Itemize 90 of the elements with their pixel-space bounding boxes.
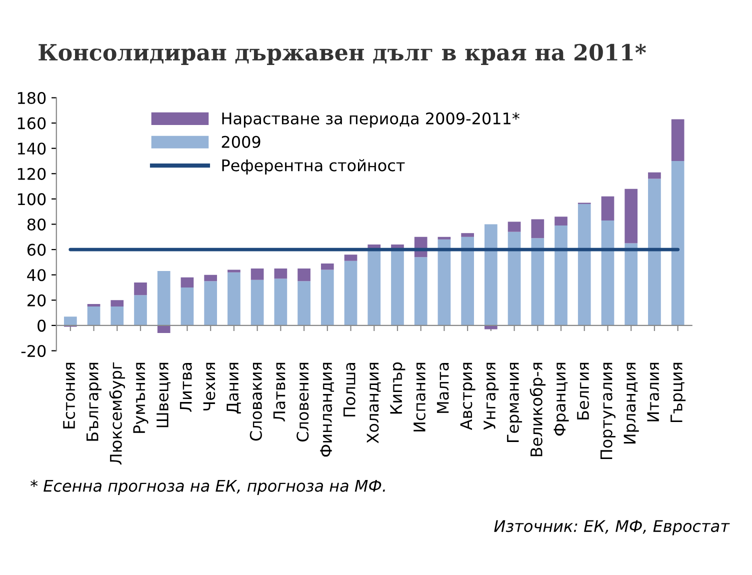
- x-tick-label: Австрия: [460, 362, 476, 430]
- bar: [64, 316, 77, 326]
- x-tick-label: Люксембург: [109, 362, 126, 465]
- x-tick-label: Гърция: [670, 362, 686, 422]
- bar: [554, 216, 568, 226]
- bar: [274, 278, 288, 326]
- x-tick-label: Испания: [414, 362, 426, 432]
- x-tick-label: Италия: [647, 362, 660, 422]
- x-tick-label: Финландия: [320, 362, 334, 457]
- bar: [461, 236, 474, 326]
- x-tick-label: Словения: [296, 362, 309, 442]
- bar: [578, 204, 591, 326]
- bar: [648, 172, 661, 179]
- bar: [601, 220, 614, 326]
- bar: [87, 304, 100, 306]
- bar: [298, 281, 310, 326]
- bar: [110, 300, 124, 306]
- bar: [134, 282, 147, 296]
- bar: [624, 188, 638, 244]
- bar: [320, 270, 334, 326]
- x-tick-label: Португалия: [600, 362, 616, 460]
- bar: [320, 263, 334, 270]
- bar: [531, 219, 544, 238]
- y-tick-label: 140: [18, 142, 46, 155]
- bar: [554, 226, 568, 326]
- y-tick-label: 40: [27, 269, 46, 282]
- bar: [648, 178, 661, 326]
- x-tick-label: Дания: [226, 362, 241, 414]
- bar: [624, 243, 638, 326]
- bar: [157, 271, 170, 326]
- bar: [508, 232, 521, 326]
- bar: [671, 119, 684, 161]
- x-tick-label: Франция: [554, 362, 569, 436]
- x-tick-label: Германия: [507, 362, 522, 442]
- bar: [228, 270, 240, 272]
- x-tick-label: Холандия: [366, 362, 381, 444]
- x-tick-label: Швеция: [156, 362, 170, 428]
- y-tick-label: 180: [18, 92, 46, 104]
- bar: [344, 254, 358, 261]
- x-tick-label: Великобр-я: [530, 362, 546, 456]
- bar: [671, 161, 684, 326]
- y-tick-label: 20: [28, 294, 46, 306]
- y-tick-label: 60: [27, 244, 46, 256]
- text: * Есенна прогноза на ЕК, прогноза на МФ.: [30, 480, 385, 495]
- y-tick-label: 120: [18, 168, 46, 180]
- bar: [531, 238, 544, 326]
- bar: [274, 268, 288, 279]
- x-tick-label: Кипър: [390, 362, 406, 414]
- text: Източник: ЕК, МФ, Евростат: [494, 520, 730, 536]
- bar: [250, 268, 264, 280]
- bar: [298, 268, 310, 282]
- bar: [484, 224, 498, 326]
- bar: [110, 306, 124, 326]
- y-tick-label: 0: [38, 320, 46, 332]
- x-tick-label: Латвия: [273, 362, 286, 422]
- x-tick-label: Унгария: [484, 362, 499, 430]
- y-tick-label: 100: [18, 193, 46, 206]
- bar: [157, 325, 170, 334]
- bar: [508, 222, 521, 232]
- bar: [228, 272, 240, 326]
- bar: [204, 281, 218, 326]
- bar: [344, 260, 358, 326]
- bar: [87, 306, 100, 326]
- y-tick-label: 160: [18, 117, 46, 130]
- bar: [461, 233, 474, 237]
- chart-title: Консолидиран държавен дълг в края на 2011*: [38, 44, 646, 65]
- legend-label: 2009: [222, 136, 260, 148]
- bar: [438, 236, 451, 240]
- legend-label: Референтна стойност: [222, 159, 405, 174]
- bar: [180, 277, 194, 288]
- x-tick-label: Словакия: [250, 362, 262, 441]
- bar: [204, 274, 218, 282]
- x-tick-label: Чехия: [203, 362, 216, 410]
- bar: [250, 280, 264, 326]
- x-tick-label: Малта: [436, 363, 449, 413]
- x-tick-label: Румъния: [133, 362, 148, 433]
- x-tick-label: Естония: [63, 362, 76, 428]
- bar: [134, 295, 147, 326]
- bar: [414, 257, 428, 326]
- y-tick-label: -20: [21, 344, 46, 358]
- x-tick-label: Литва: [180, 363, 192, 412]
- x-tick-label: Ирландия: [624, 362, 639, 444]
- bar: [180, 288, 194, 326]
- x-tick-label: Белгия: [577, 362, 590, 420]
- y-tick-label: 80: [27, 218, 46, 231]
- legend-label: Нарастване за периода 2009-2011*: [222, 112, 520, 128]
- bar: [438, 239, 451, 326]
- x-tick-label: Полша: [344, 363, 356, 416]
- x-tick-label: България: [86, 362, 102, 441]
- bar: [601, 196, 614, 220]
